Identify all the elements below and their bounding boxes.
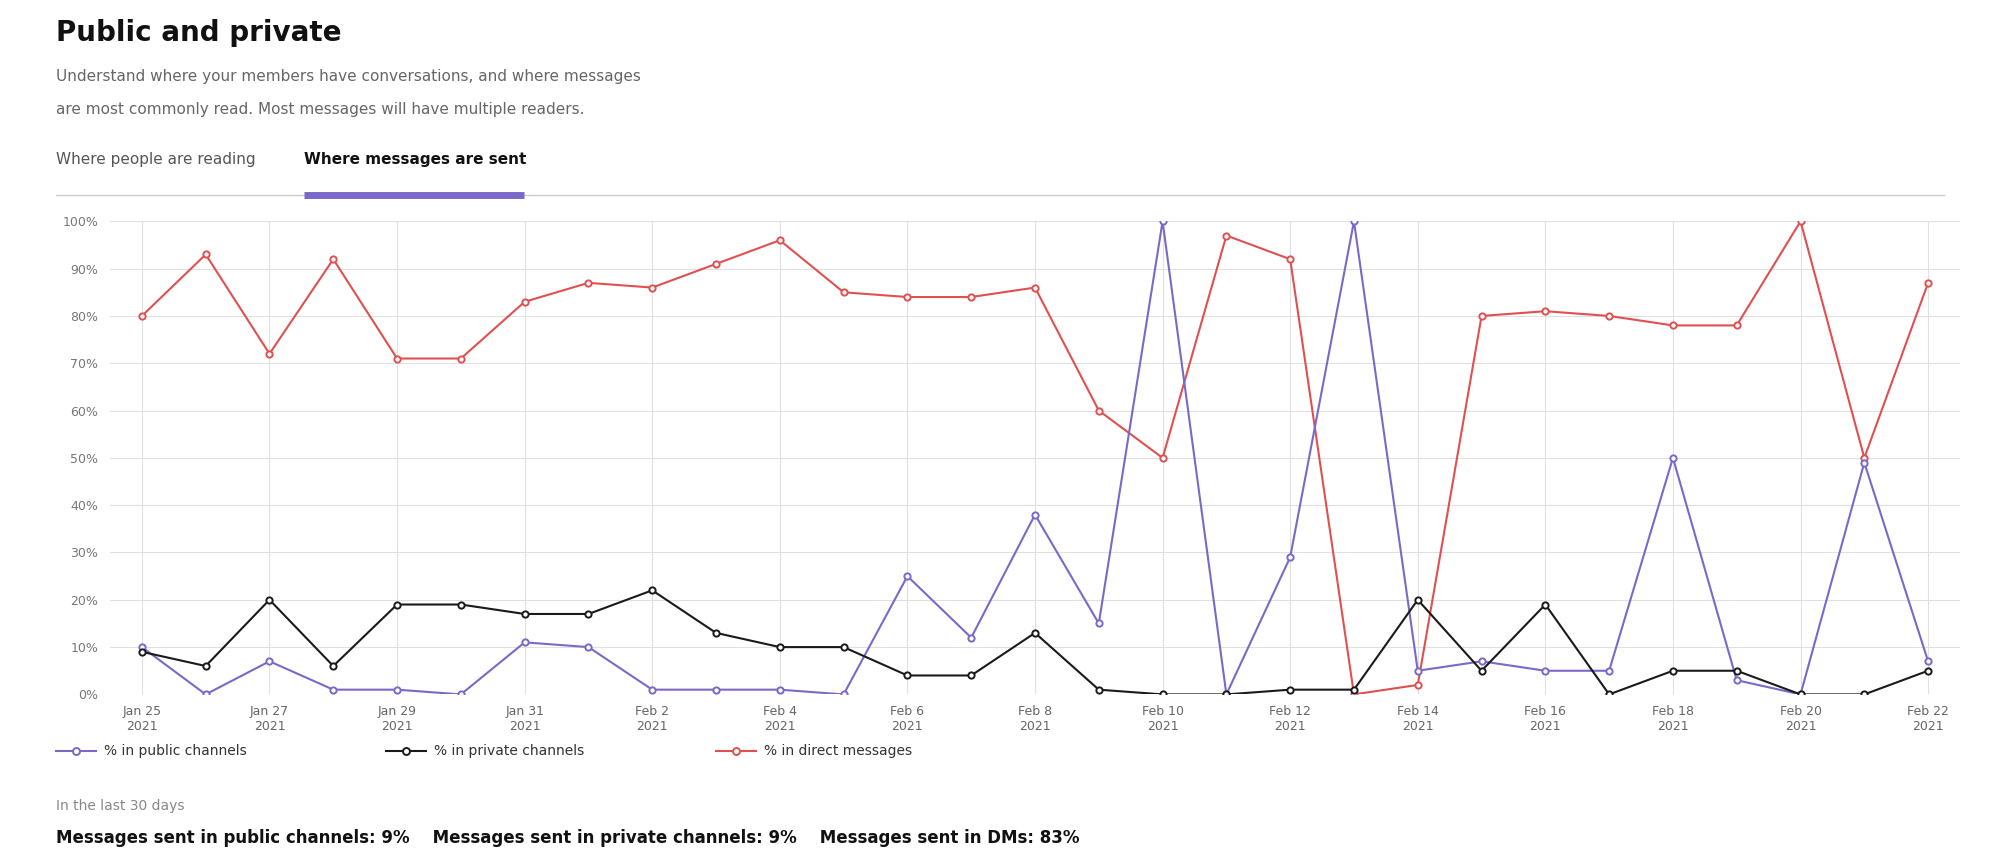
Text: Understand where your members have conversations, and where messages: Understand where your members have conve… xyxy=(56,69,640,84)
Text: % in direct messages: % in direct messages xyxy=(764,744,912,758)
Text: In the last 30 days: In the last 30 days xyxy=(56,799,184,812)
Text: % in private channels: % in private channels xyxy=(434,744,584,758)
Text: Where people are reading: Where people are reading xyxy=(56,152,256,167)
Text: Public and private: Public and private xyxy=(56,19,342,47)
Text: % in public channels: % in public channels xyxy=(104,744,246,758)
Text: Where messages are sent: Where messages are sent xyxy=(304,152,526,167)
Text: Messages sent in public channels: 9%    Messages sent in private channels: 9%   : Messages sent in public channels: 9% Mes… xyxy=(56,829,1080,847)
Text: are most commonly read. Most messages will have multiple readers.: are most commonly read. Most messages wi… xyxy=(56,102,584,117)
